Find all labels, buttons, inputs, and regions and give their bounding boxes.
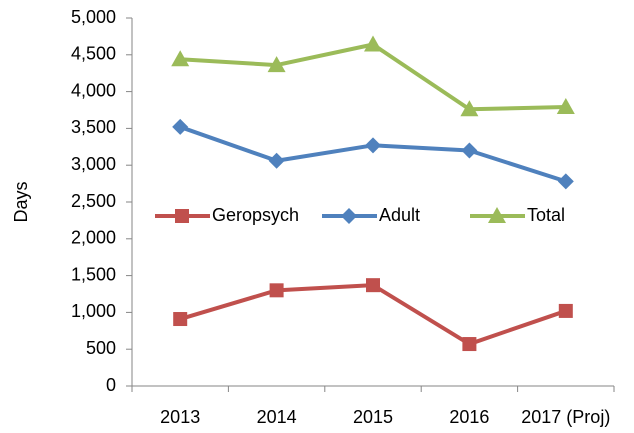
y-tick-label: 1,500 [71, 264, 116, 284]
data-point [460, 100, 479, 117]
data-point [557, 173, 574, 190]
legend-label: Adult [379, 205, 420, 225]
data-point [365, 137, 381, 154]
x-tick-label: 2013 [160, 407, 200, 427]
data-point [461, 142, 478, 159]
x-tick-label: 2014 [257, 407, 297, 427]
legend-marker [488, 207, 506, 223]
data-point [268, 152, 285, 169]
y-tick-label: 2,000 [71, 228, 116, 248]
x-tick-label: 2016 [449, 407, 489, 427]
series-line [179, 283, 567, 347]
data-point [173, 312, 188, 327]
x-tick-label: 2015 [353, 407, 393, 427]
y-tick-label: 1,000 [71, 301, 116, 321]
y-tick-label: 500 [86, 338, 116, 358]
data-point [558, 303, 573, 318]
data-point [267, 56, 286, 73]
data-point [171, 50, 190, 67]
y-tick-label: 5,000 [71, 7, 116, 27]
y-tick-label: 3,500 [71, 117, 116, 137]
y-tick-label: 4,500 [71, 44, 116, 64]
data-point [366, 278, 380, 293]
data-point [462, 337, 477, 352]
y-tick-label: 0 [106, 375, 116, 395]
y-tick-label: 3,000 [71, 154, 116, 174]
legend-marker [175, 209, 189, 223]
data-point [556, 98, 575, 115]
legend-marker [341, 208, 357, 224]
x-tick-label: 2017 (Proj) [521, 407, 610, 427]
series-line [179, 125, 567, 184]
y-axis-label: Days [11, 181, 31, 222]
y-tick-label: 4,000 [71, 80, 116, 100]
data-point [364, 35, 382, 52]
series-line [180, 42, 566, 112]
data-point [269, 283, 284, 298]
data-point [172, 118, 189, 135]
legend-label: Geropsych [212, 205, 299, 225]
y-tick-label: 2,500 [71, 191, 116, 211]
legend-label: Total [527, 205, 565, 225]
